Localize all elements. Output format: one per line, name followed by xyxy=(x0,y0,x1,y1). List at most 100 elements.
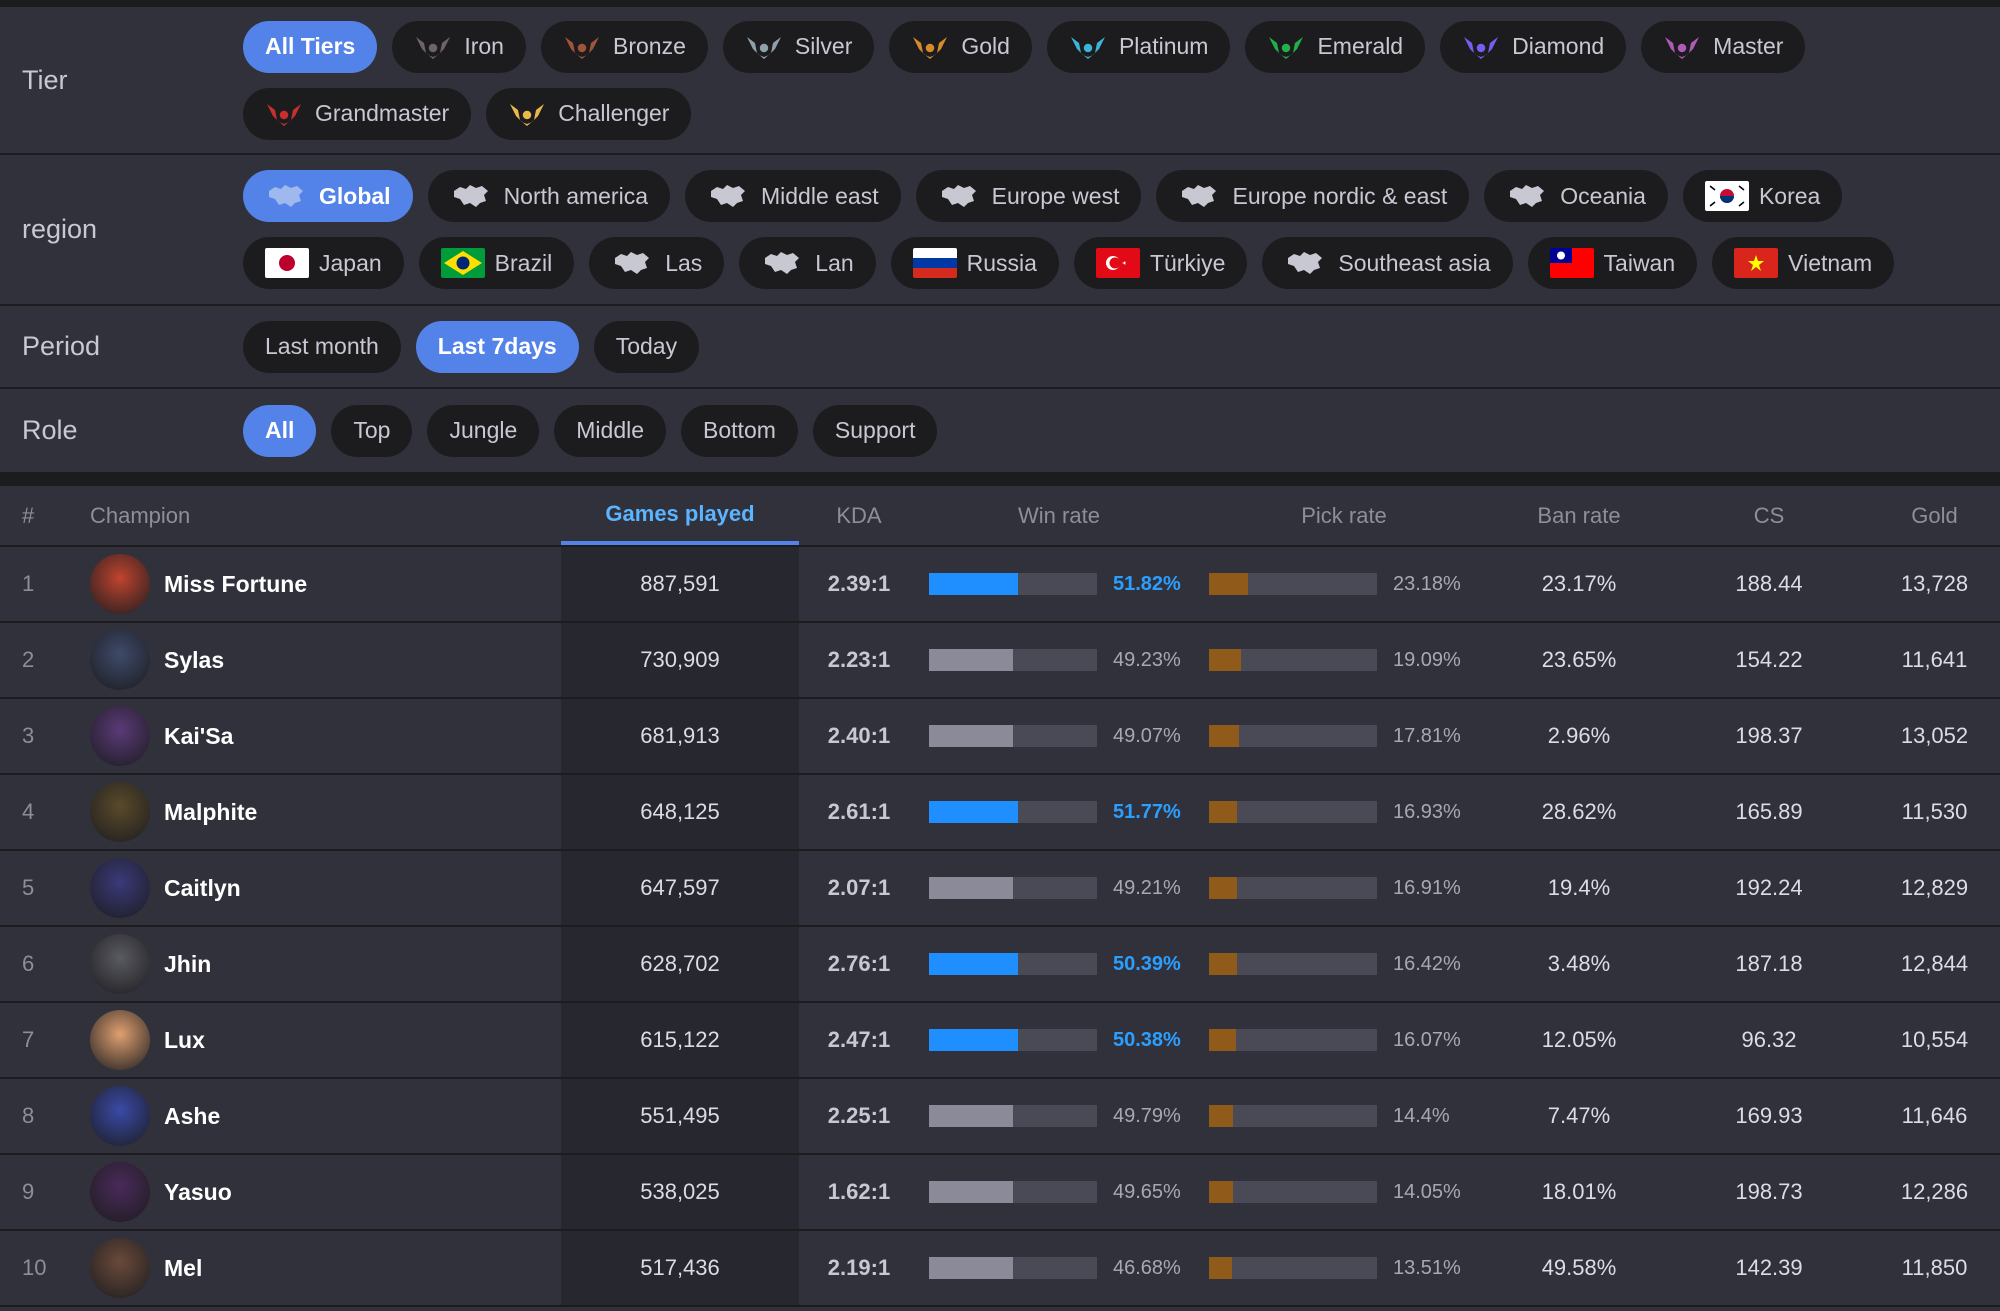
header-cs[interactable]: CS xyxy=(1753,502,1785,528)
region-chip-las[interactable]: Las xyxy=(589,237,725,289)
champion-avatar[interactable] xyxy=(90,706,150,766)
champion-avatar[interactable] xyxy=(90,1010,150,1070)
champion-cell[interactable]: Mel xyxy=(90,1238,561,1298)
champion-name[interactable]: Mel xyxy=(164,1254,203,1281)
win-rate-bar-fill xyxy=(929,953,1019,975)
champion-name[interactable]: Miss Fortune xyxy=(164,570,308,597)
cs-cell: 169.93 xyxy=(1735,1103,1803,1128)
role-chip-all[interactable]: All xyxy=(243,404,317,457)
region-chip-russia[interactable]: Russia xyxy=(890,237,1059,289)
games-played-cell: 628,702 xyxy=(561,927,799,1001)
champion-cell[interactable]: Malphite xyxy=(90,782,561,842)
tier-chip-diamond[interactable]: Diamond xyxy=(1440,20,1627,73)
champion-avatar[interactable] xyxy=(90,934,150,994)
tier-chip-gold[interactable]: Gold xyxy=(889,20,1032,73)
champion-cell[interactable]: Yasuo xyxy=(90,1162,561,1222)
region-chip-brazil[interactable]: Brazil xyxy=(418,237,575,289)
region-chip-north-america[interactable]: North america xyxy=(427,170,670,222)
region-chip-t-rkiye[interactable]: Türkiye xyxy=(1073,237,1248,289)
table-row[interactable]: 2 Sylas 730,909 2.23:1 49.23% 19.09% 23.65% 154… xyxy=(0,623,2000,699)
region-chip-group: Global North america Middle east Europe wes… xyxy=(243,155,2000,304)
champion-cell[interactable]: Jhin xyxy=(90,934,561,994)
table-row[interactable]: 8 Ashe 551,495 2.25:1 49.79% 14.4% 7.47% 169.93… xyxy=(0,1079,2000,1155)
table-row[interactable]: 5 Caitlyn 647,597 2.07:1 49.21% 16.91% 19.4% 19… xyxy=(0,851,2000,927)
pick-rate-cell: 16.42% xyxy=(1199,953,1489,976)
champion-avatar[interactable] xyxy=(90,630,150,690)
tier-chip-silver[interactable]: Silver xyxy=(722,20,875,73)
role-chip-bottom[interactable]: Bottom xyxy=(681,404,798,457)
tier-chip-bronze[interactable]: Bronze xyxy=(540,20,708,73)
champion-avatar[interactable] xyxy=(90,1086,150,1146)
champion-cell[interactable]: Sylas xyxy=(90,630,561,690)
champion-avatar[interactable] xyxy=(90,782,150,842)
gold-cell: 11,530 xyxy=(1901,799,1968,824)
header-gold[interactable]: Gold xyxy=(1911,502,1958,528)
region-chip-middle-east[interactable]: Middle east xyxy=(685,170,901,222)
tier-chip-iron[interactable]: Iron xyxy=(392,20,526,73)
region-chip-global[interactable]: Global xyxy=(243,170,413,222)
role-chip-middle[interactable]: Middle xyxy=(554,404,667,457)
region-chip-label: Türkiye xyxy=(1149,249,1226,276)
region-chip-vietnam[interactable]: Vietnam xyxy=(1712,237,1895,289)
region-chip-southeast-asia[interactable]: Southeast asia xyxy=(1262,237,1513,289)
table-row[interactable]: 9 Yasuo 538,025 1.62:1 49.65% 14.05% 18.01% 198… xyxy=(0,1155,2000,1231)
period-chip-label: Last 7days xyxy=(437,333,557,359)
header-pick-rate[interactable]: Pick rate xyxy=(1301,502,1387,528)
header-champion[interactable]: Champion xyxy=(90,502,191,528)
champion-cell[interactable]: Lux xyxy=(90,1010,561,1070)
champion-avatar[interactable] xyxy=(90,554,150,614)
header-ban-rate[interactable]: Ban rate xyxy=(1537,502,1621,528)
champion-name[interactable]: Kai'Sa xyxy=(164,722,234,749)
pick-rate-cell: 14.4% xyxy=(1199,1105,1489,1128)
table-row[interactable]: 1 Miss Fortune 887,591 2.39:1 51.82% 23.18% 23… xyxy=(0,547,2000,623)
champion-cell[interactable]: Ashe xyxy=(90,1086,561,1146)
header-games-played[interactable]: Games played xyxy=(561,486,799,545)
role-chip-top[interactable]: Top xyxy=(331,404,413,457)
region-filter-row: region Global North america Middle east Eur… xyxy=(0,155,2000,306)
header-rank: # xyxy=(22,502,35,528)
tier-chip-emerald[interactable]: Emerald xyxy=(1245,20,1426,73)
region-chip-taiwan[interactable]: Taiwan xyxy=(1527,237,1698,289)
middle-east-map-icon xyxy=(707,181,761,211)
champion-name[interactable]: Malphite xyxy=(164,798,258,825)
table-row[interactable]: 6 Jhin 628,702 2.76:1 50.39% 16.42% 3.48% 187.1… xyxy=(0,927,2000,1003)
champion-cell[interactable]: Miss Fortune xyxy=(90,554,561,614)
period-chip-last-7days[interactable]: Last 7days xyxy=(415,320,579,373)
table-row[interactable]: 7 Lux 615,122 2.47:1 50.38% 16.07% 12.05% 96.32… xyxy=(0,1003,2000,1079)
table-row[interactable]: 3 Kai'Sa 681,913 2.40:1 49.07% 17.81% 2.96% 198… xyxy=(0,699,2000,775)
tier-chip-platinum[interactable]: Platinum xyxy=(1046,20,1231,73)
gold-cell: 12,844 xyxy=(1900,951,1969,976)
tier-chip-all-tiers[interactable]: All Tiers xyxy=(243,20,378,73)
tier-chip-grandmaster[interactable]: Grandmaster xyxy=(243,87,472,140)
ban-rate-cell: 18.01% xyxy=(1541,1179,1617,1204)
champion-name[interactable]: Caitlyn xyxy=(164,874,241,901)
table-row[interactable]: 10 Mel 517,436 2.19:1 46.68% 13.51% 49.58% 142.… xyxy=(0,1231,2000,1307)
region-chip-korea[interactable]: Korea xyxy=(1682,170,1843,222)
region-chip-oceania[interactable]: Oceania xyxy=(1484,170,1668,222)
region-chip-label: North america xyxy=(503,182,648,209)
region-chip-europe-nordic-east[interactable]: Europe nordic & east xyxy=(1156,170,1470,222)
champion-name[interactable]: Jhin xyxy=(164,950,212,977)
champion-avatar[interactable] xyxy=(90,1162,150,1222)
region-chip-lan[interactable]: Lan xyxy=(739,237,876,289)
champion-name[interactable]: Yasuo xyxy=(164,1178,232,1205)
champion-avatar[interactable] xyxy=(90,1238,150,1298)
table-row[interactable]: 4 Malphite 648,125 2.61:1 51.77% 16.93% 28.62%… xyxy=(0,775,2000,851)
region-chip-japan[interactable]: Japan xyxy=(243,237,404,289)
champion-cell[interactable]: Caitlyn xyxy=(90,858,561,918)
champion-avatar[interactable] xyxy=(90,858,150,918)
games-played-cell: 648,125 xyxy=(561,775,799,849)
period-chip-last-month[interactable]: Last month xyxy=(243,320,401,373)
tier-chip-challenger[interactable]: Challenger xyxy=(486,87,692,140)
champion-name[interactable]: Lux xyxy=(164,1026,205,1053)
tier-chip-master[interactable]: Master xyxy=(1641,20,1806,73)
role-chip-support[interactable]: Support xyxy=(812,404,938,457)
header-kda[interactable]: KDA xyxy=(836,502,882,528)
champion-cell[interactable]: Kai'Sa xyxy=(90,706,561,766)
champion-name[interactable]: Sylas xyxy=(164,646,225,673)
period-chip-today[interactable]: Today xyxy=(593,320,700,373)
role-chip-jungle[interactable]: Jungle xyxy=(427,404,540,457)
header-win-rate[interactable]: Win rate xyxy=(1018,502,1100,528)
region-chip-europe-west[interactable]: Europe west xyxy=(915,170,1142,222)
champion-name[interactable]: Ashe xyxy=(164,1102,221,1129)
